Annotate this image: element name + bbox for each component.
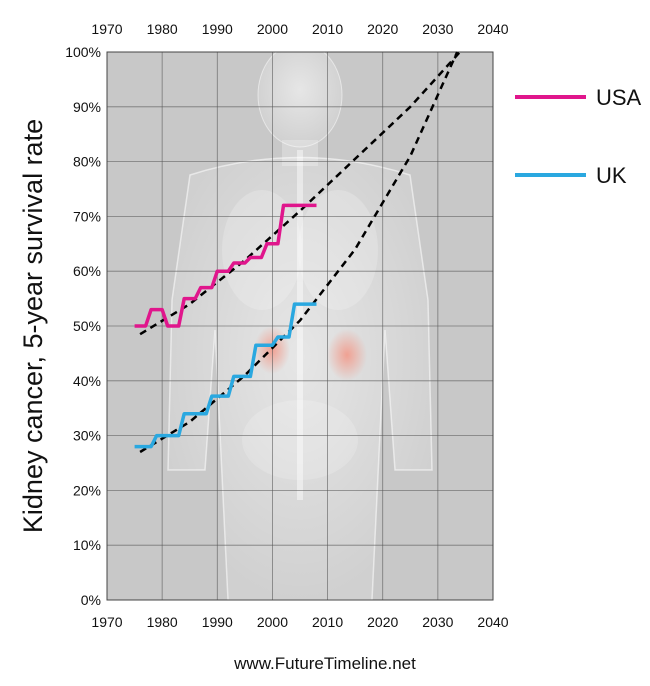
x-tick-top-label: 2030 (422, 21, 453, 37)
x-tick-bottom-label: 2040 (477, 614, 508, 630)
x-tick-top-label: 2010 (312, 21, 343, 37)
y-tick-label: 0% (81, 592, 101, 608)
y-tick-label: 70% (73, 208, 101, 224)
trend-line-1 (139, 51, 461, 336)
x-tick-bottom-label: 1980 (147, 614, 178, 630)
x-tick-top-label: 1980 (147, 21, 178, 37)
x-tick-top-label: 1970 (91, 21, 122, 37)
y-tick-label: 10% (73, 537, 101, 553)
x-ticks-top: 1970 1980 1990 2000 2010 2020 2030 2040 (91, 21, 508, 37)
x-tick-bottom-label: 1990 (202, 614, 233, 630)
y-axis-label: Kidney cancer, 5-year survival rate (18, 119, 48, 533)
legend-label-uk: UK (596, 163, 627, 188)
y-tick-label: 60% (73, 263, 101, 279)
y-tick-label: 20% (73, 482, 101, 498)
y-tick-label: 80% (73, 154, 101, 170)
y-tick-label: 40% (73, 373, 101, 389)
y-tick-label: 50% (73, 318, 101, 334)
x-tick-bottom-label: 1970 (91, 614, 122, 630)
trend-lines (139, 51, 461, 454)
x-tick-top-label: 2020 (367, 21, 398, 37)
legend-label-usa: USA (596, 85, 642, 110)
x-tick-bottom-label: 2000 (257, 614, 288, 630)
y-tick-label: 90% (73, 99, 101, 115)
x-ticks-bottom: 1970 1980 1990 2000 2010 2020 2030 2040 (91, 614, 508, 630)
series-line-uk (134, 302, 317, 449)
y-tick-label: 100% (65, 44, 101, 60)
plot-frame (106, 51, 494, 601)
legend: USA UK (515, 85, 642, 188)
trend-line-2 (139, 51, 459, 454)
x-tick-top-label: 1990 (202, 21, 233, 37)
y-tick-label: 30% (73, 428, 101, 444)
x-tick-bottom-label: 2030 (422, 614, 453, 630)
series-lines (134, 203, 317, 449)
y-ticks: 0% 10% 20% 30% 40% 50% 60% 70% 80% 90% 100% (65, 44, 101, 608)
x-tick-bottom-label: 2020 (367, 614, 398, 630)
credit: www.FutureTimeline.net (234, 654, 416, 673)
x-tick-bottom-label: 2010 (312, 614, 343, 630)
series-line-usa (134, 203, 317, 328)
x-tick-top-label: 2040 (477, 21, 508, 37)
x-tick-top-label: 2000 (257, 21, 288, 37)
